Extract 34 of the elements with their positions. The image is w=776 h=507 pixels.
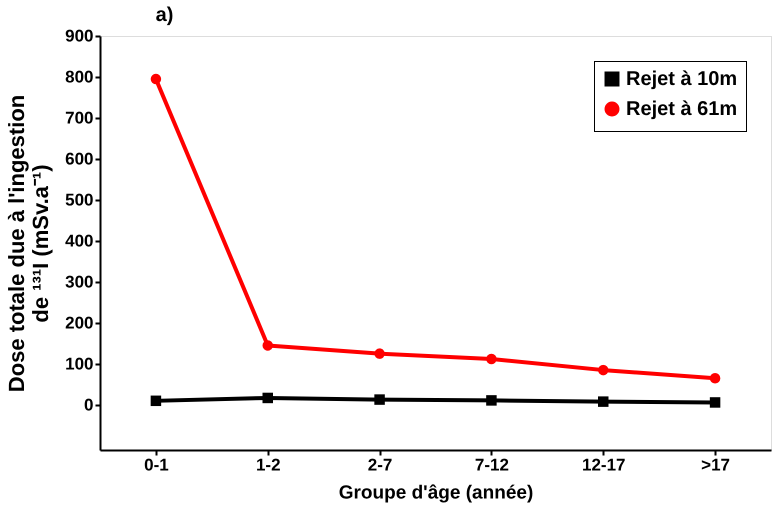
- y-tick-label: 100: [65, 354, 94, 374]
- legend-label: Rejet à 10m: [626, 68, 738, 90]
- x-tick-label: 0-1: [144, 456, 169, 474]
- y-tick-label: 200: [65, 313, 94, 332]
- point: [710, 397, 720, 408]
- point: [486, 395, 497, 406]
- y-tick-label: 600: [65, 149, 94, 168]
- x-tick-label: 12-17: [582, 456, 626, 474]
- y-tick-label: 0: [84, 395, 94, 414]
- point: [374, 348, 385, 359]
- x-tick-label: 7-12: [474, 456, 509, 474]
- point: [710, 373, 720, 384]
- point: [598, 396, 608, 407]
- text: de ¹³¹I (mSv.a⁻¹): [28, 164, 54, 323]
- legend-label: Rejet à 61m: [626, 98, 738, 120]
- point: [486, 354, 497, 364]
- y-tick-label: 700: [65, 108, 94, 128]
- y-tick-label: 800: [65, 67, 94, 86]
- x-axis-title: Groupe d'âge (année): [338, 482, 534, 504]
- point: [374, 394, 385, 405]
- point: [262, 340, 273, 351]
- y-tick-label: 900: [65, 26, 94, 46]
- point: [262, 392, 273, 404]
- point: [150, 74, 162, 84]
- y-tick-label: 500: [65, 190, 94, 210]
- text: Dose totale due à l'ingestion: [4, 94, 30, 392]
- y-tick-label: 300: [65, 272, 94, 292]
- point: [598, 364, 608, 376]
- x-tick-label: >17: [701, 456, 730, 474]
- x-tick-label: 1-2: [256, 456, 281, 474]
- point: [150, 396, 162, 406]
- chart-title: a): [156, 4, 174, 26]
- y-tick-label: 400: [65, 231, 94, 250]
- x-tick-label: 2-7: [368, 456, 392, 474]
